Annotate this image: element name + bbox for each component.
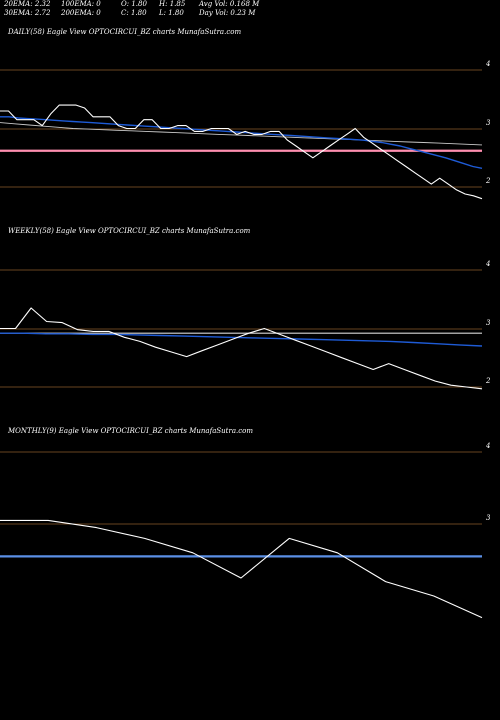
weekly-price-line: [0, 307, 483, 390]
header-30ema: 30EMA: 2.72: [4, 9, 51, 17]
weekly-y-tick-label: 3: [486, 319, 491, 327]
weekly-y-tick-label: 2: [485, 377, 491, 385]
header-100ema: 100EMA: 0: [61, 0, 101, 8]
weekly-y-tick-label: 4: [485, 260, 490, 268]
weekly-chart-title: WEEKLY(58) Eagle View OPTOCIRCUI_BZ char…: [8, 227, 251, 235]
monthly-price-line: [0, 519, 483, 619]
header-200ema: 200EMA: 0: [61, 9, 101, 17]
daily-ema-fast-line: [0, 116, 483, 169]
monthly-y-tick-label: 4: [485, 442, 490, 450]
monthly-y-tick-label: 3: [486, 514, 491, 522]
monthly-chart-title: MONTHLY(9) Eagle View OPTOCIRCUI_BZ char…: [8, 427, 254, 435]
header-close: C: 1.80: [121, 9, 147, 17]
weekly-ema-fast-line: [0, 332, 483, 347]
header-high: H: 1.85: [159, 0, 186, 8]
header-day-vol: Day Vol: 0.23 M: [199, 9, 256, 17]
daily-ema-slow-line: [0, 122, 483, 146]
daily-chart-title: DAILY(58) Eagle View OPTOCIRCUI_BZ chart…: [8, 28, 242, 36]
daily-price-line: [0, 104, 483, 200]
header-avg-vol: Avg Vol: 0.168 M: [199, 0, 260, 8]
header-low: L: 1.80: [159, 9, 184, 17]
daily-y-tick-label: 3: [486, 119, 491, 127]
header-20ema: 20EMA: 2.32: [4, 0, 51, 8]
daily-y-tick-label: 2: [485, 177, 491, 185]
header-open: O: 1.80: [121, 0, 147, 8]
daily-y-tick-label: 4: [485, 60, 490, 68]
